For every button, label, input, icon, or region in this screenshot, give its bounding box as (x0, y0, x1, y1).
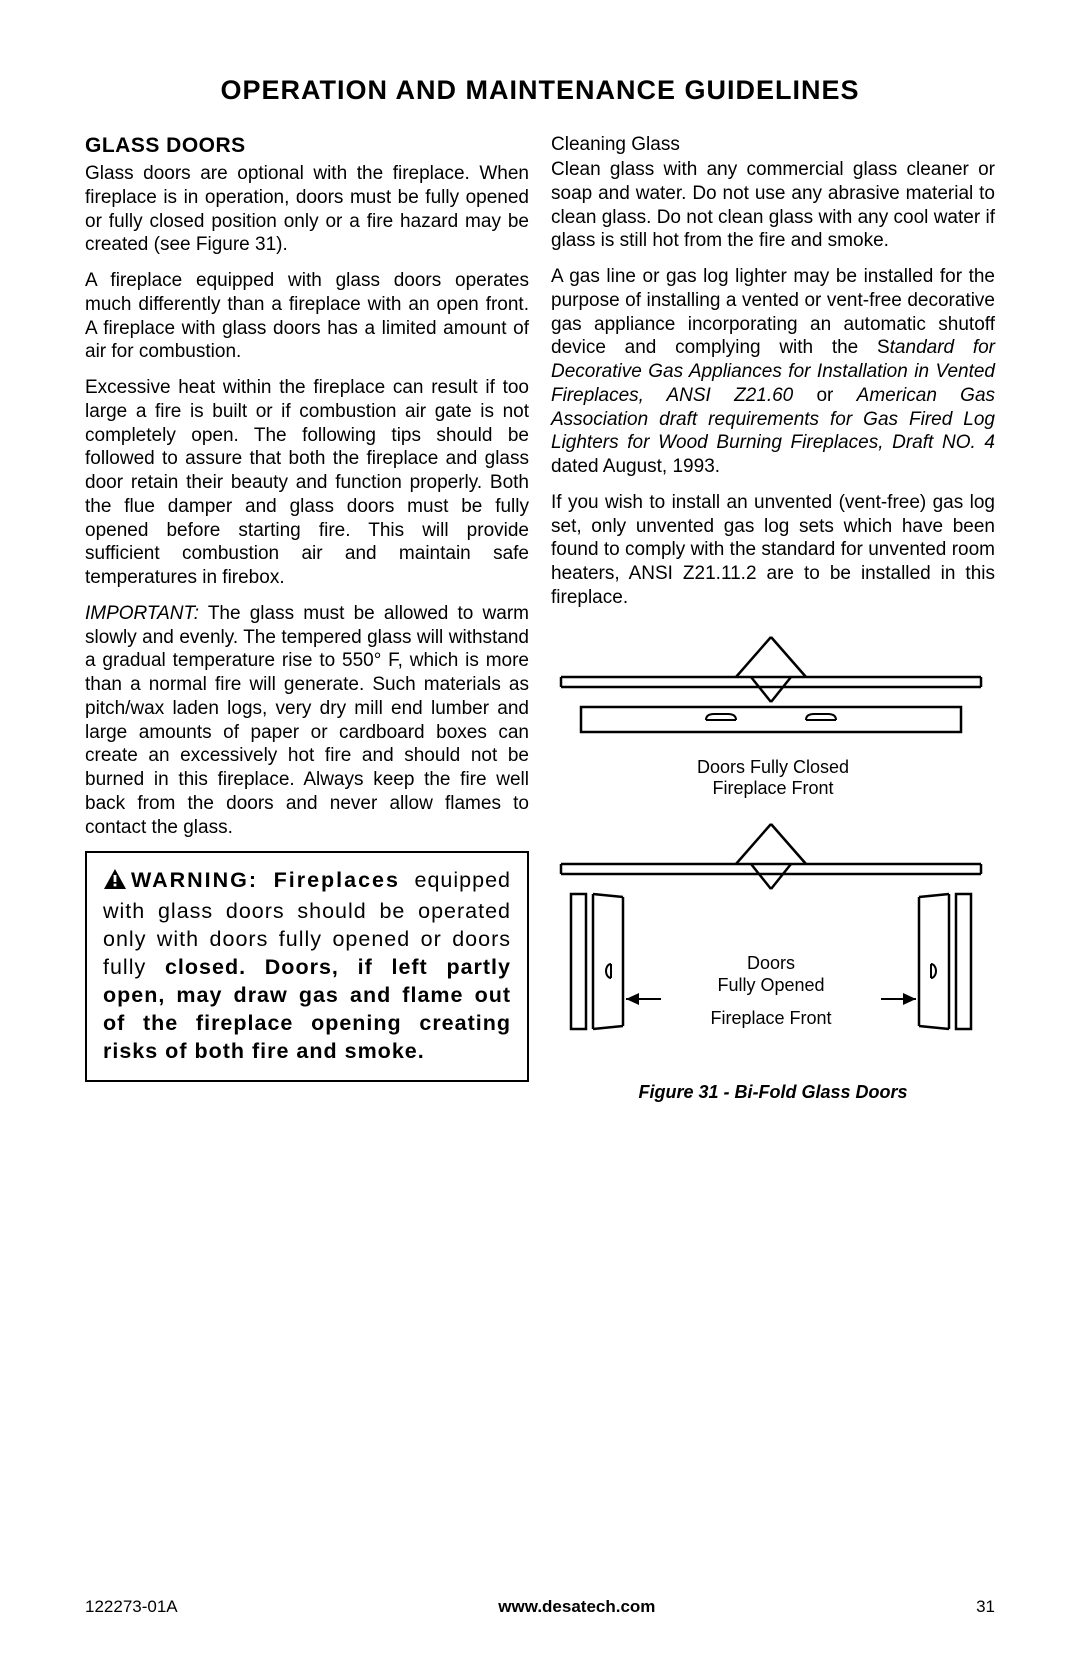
paragraph-text: The glass must be allowed to warm slowly… (85, 603, 529, 838)
paragraph: Excessive heat within the fireplace can … (85, 376, 529, 590)
figure-caption: Figure 31 - Bi-Fold Glass Doors (551, 1082, 995, 1103)
right-column: Cleaning Glass Clean glass with any comm… (551, 134, 995, 1103)
paragraph-text: dated August, 1993. (551, 456, 720, 477)
warning-triangle-icon (103, 868, 127, 898)
footer-url: www.desatech.com (498, 1597, 655, 1617)
paragraph: Clean glass with any commercial glass cl… (551, 158, 995, 253)
footer-page-number: 31 (976, 1597, 995, 1617)
paragraph: A fireplace equipped with glass doors op… (85, 269, 529, 364)
paragraph: A gas line or gas log lighter may be ins… (551, 265, 995, 479)
warning-bold-text: closed. Doors, if left partly open, may … (103, 955, 511, 1063)
paragraph-important: IMPORTANT: The glass must be allowed to … (85, 602, 529, 840)
section-heading-glass-doors: GLASS DOORS (85, 134, 529, 158)
warning-lead: WARNING: Fireplaces (131, 868, 400, 892)
diagram-text: Fully Opened (717, 975, 824, 995)
diagram-text: Doors (747, 953, 795, 973)
diagram-text: Fireplace Front (710, 1008, 831, 1028)
figure-31: Doors Fully Closed Fireplace Front (551, 632, 995, 1103)
footer-doc-id: 122273-01A (85, 1597, 178, 1617)
important-label: IMPORTANT: (85, 603, 199, 624)
paragraph: If you wish to install an unvented (vent… (551, 491, 995, 610)
warning-text: WARNING: Fireplaces equipped with glass … (103, 867, 511, 1066)
diagram-doors-open: Doors Fully Opened Fireplace Front (551, 819, 991, 1049)
page-footer: 122273-01A www.desatech.com 31 (85, 1597, 995, 1617)
paragraph: Glass doors are optional with the firepl… (85, 162, 529, 257)
content-columns: GLASS DOORS Glass doors are optional wit… (85, 134, 995, 1103)
left-column: GLASS DOORS Glass doors are optional wit… (85, 134, 529, 1103)
paragraph-text: or (793, 385, 856, 406)
sub-heading-cleaning: Cleaning Glass (551, 134, 995, 156)
warning-box: WARNING: Fireplaces equipped with glass … (85, 851, 529, 1082)
page-title: OPERATION AND MAINTENANCE GUIDELINES (85, 75, 995, 106)
